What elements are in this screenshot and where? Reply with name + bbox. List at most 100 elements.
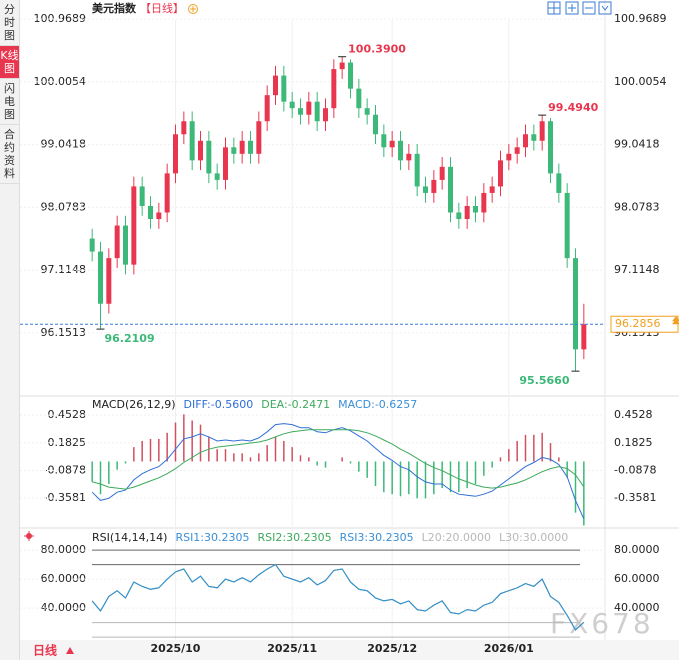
candle-body: [339, 62, 345, 70]
candle-body: [206, 140, 212, 174]
x-tick-label: 2026/01: [484, 642, 534, 655]
macd-line: [91, 423, 585, 520]
legend-entry: RSI3:30.2305: [340, 531, 414, 544]
y-tick-label-right: -0.3581: [614, 491, 656, 504]
candle-body: [323, 108, 328, 122]
legend-entry: RSI(14,14,14): [92, 531, 167, 544]
y-tick-label-right: -0.0878: [614, 463, 656, 476]
period-menu[interactable]: 日线: [33, 643, 57, 658]
y-tick-label: 60.0000: [41, 572, 87, 585]
candle-body: [181, 121, 187, 135]
y-tick-label: 0.4528: [48, 408, 87, 421]
y-tick-label-right: 0.4528: [614, 408, 653, 421]
side-tab[interactable]: K线图: [0, 46, 19, 79]
candle-body: [389, 140, 395, 148]
candle-body: [356, 88, 362, 109]
candle-body: [506, 153, 512, 161]
candle-body: [381, 134, 387, 148]
watermark: FX678: [550, 607, 654, 640]
candle-body: [214, 173, 220, 180]
candle-body: [156, 212, 162, 220]
candle-body: [348, 62, 353, 89]
rsi-line: [91, 563, 585, 631]
y-tick-label-right: 0.1825: [614, 436, 653, 449]
candle-body: [123, 225, 128, 265]
side-tab[interactable]: 分时图: [0, 0, 19, 46]
y-tick-label-right: 80.0000: [614, 543, 660, 556]
low-label: 95.5660: [519, 374, 569, 387]
chart-title: 美元指数: [92, 1, 137, 15]
y-tick-label-right: 100.9689: [614, 12, 667, 25]
rsi-line: [91, 563, 585, 631]
candle-body: [489, 186, 495, 193]
candle-body: [306, 101, 312, 115]
candle-body: [423, 186, 428, 193]
macd-line: [92, 429, 585, 490]
candle-body: [464, 205, 470, 220]
candle-body: [139, 186, 145, 206]
high-label: 100.3900: [348, 43, 406, 56]
legend-entry: MACD:-0.6257: [338, 398, 417, 411]
candle-body: [256, 121, 262, 154]
candle-body: [564, 192, 570, 259]
side-tab[interactable]: 合约资料: [0, 125, 19, 184]
candle-body: [164, 173, 170, 213]
x-tick-label: 2025/10: [151, 642, 201, 655]
y-tick-label: 0.1825: [48, 436, 87, 449]
candle-body: [114, 225, 120, 259]
menu-arrow[interactable]: [66, 647, 74, 654]
candle-body: [223, 147, 228, 180]
candle-body: [248, 140, 253, 154]
candle-body: [414, 153, 420, 187]
y-tick-label: 80.0000: [41, 543, 87, 556]
candle-body: [106, 258, 112, 304]
candle-body: [131, 186, 137, 265]
candle-body: [548, 121, 553, 174]
rsi-line: [91, 563, 585, 631]
candle-body: [481, 192, 487, 213]
last-price-arrow: [672, 316, 679, 325]
y-tick-label: 100.0054: [34, 75, 87, 88]
candle-body: [148, 205, 153, 220]
candle-body: [573, 258, 578, 350]
candle-body: [431, 179, 437, 193]
y-tick-label-right: 60.0000: [614, 572, 660, 585]
candle-body: [373, 114, 378, 135]
candle-body: [189, 121, 195, 161]
candle-body: [314, 101, 320, 122]
high-label: 99.4940: [548, 101, 598, 114]
side-tab[interactable]: 闪电图: [0, 79, 19, 125]
toolbar-icons[interactable]: [547, 1, 612, 15]
y-tick-label-right: 100.0054: [614, 75, 667, 88]
legend-entry: RSI1:30.2305: [175, 531, 249, 544]
bottom-bar: [20, 640, 679, 660]
y-tick-label: 40.0000: [41, 601, 87, 614]
legend-entry: MACD(26,12,9): [92, 398, 176, 411]
y-tick-label: 99.0418: [41, 138, 87, 151]
candle-body: [456, 212, 462, 220]
low-label: 96.2109: [105, 332, 155, 345]
legend-entry: RSI2:30.2305: [258, 531, 332, 544]
legend-entry: L30:30.0000: [499, 531, 568, 544]
candle-body: [439, 166, 445, 180]
rsi-icon[interactable]: [24, 531, 34, 541]
candle-body: [198, 140, 203, 161]
y-tick-label-right: 40.0000: [614, 601, 660, 614]
y-tick-label: 98.0783: [41, 200, 87, 213]
last-price-label: 96.2856: [615, 317, 661, 330]
candle-body: [523, 134, 528, 148]
candle-body: [298, 108, 303, 115]
candle-body: [364, 108, 370, 115]
candle-body: [289, 101, 295, 109]
candle-body: [514, 147, 520, 154]
candle-body: [556, 173, 562, 193]
candle-body: [264, 95, 270, 122]
period-label: 【日线】: [140, 1, 184, 15]
add-icon[interactable]: [188, 4, 198, 14]
candle-body: [231, 147, 237, 154]
candle-body: [581, 324, 587, 350]
candle-body: [398, 140, 403, 161]
candle-body: [448, 166, 453, 213]
legend-entry: DEA:-0.2471: [261, 398, 330, 411]
candle-body: [473, 205, 478, 213]
